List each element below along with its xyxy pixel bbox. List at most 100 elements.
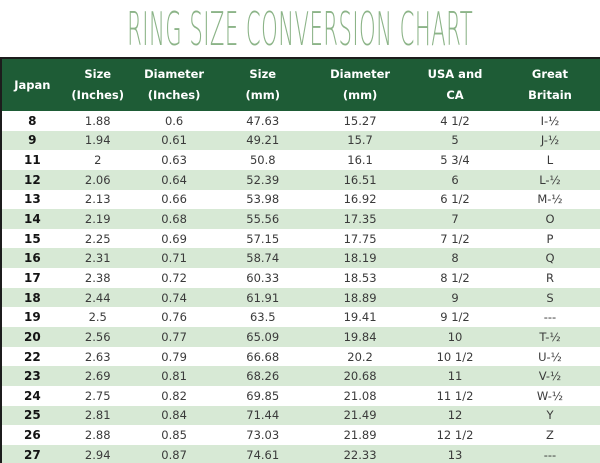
table-cell: 66.68 [246,349,280,364]
header-line-1: USA and [427,67,483,81]
table-cell: 0.63 [161,153,187,168]
table-cell: 6 1/2 [440,192,470,207]
table-cell: M-½ [537,192,563,207]
table-cell: P [546,231,554,246]
table-cell: 0.77 [161,329,187,344]
column-header-size-mm: Size (mm) [215,58,311,111]
table-row: 11 2 0.63 50.8 16.1 5 3/4 L [1,150,600,170]
table-cell: T-½ [539,329,561,344]
table-cell: 0.76 [161,310,187,325]
table-cell: 0.82 [161,388,187,403]
table-cell: 21.49 [343,408,377,423]
table-cell: 0.6 [164,113,184,128]
table-cell: L-½ [539,172,561,187]
header-line-1: Size [84,67,112,81]
table-cell: 10 [447,329,463,344]
table-row: 22 2.63 0.79 66.68 20.2 10 1/2 U-½ [1,346,600,367]
column-header-diameter-inches: Diameter (Inches) [132,58,216,111]
table-cell: 10 1/2 [436,349,474,364]
table-cell: 2.06 [84,172,111,187]
table-row: 19 2.5 0.76 63.5 19.41 9 1/2 --- [1,307,600,328]
table-cell: 11 [447,369,463,384]
table-row: 25 2.81 0.84 71.44 21.49 12 Y [1,405,600,426]
table-cell: 2.88 [84,428,111,443]
table-cell: 60.33 [246,270,280,285]
table-cell: 1.88 [84,113,111,128]
table-row: 14 2.19 0.68 55.56 17.35 7 O [1,209,600,229]
table-cell: W-½ [536,388,564,403]
table-cell: 0.84 [161,408,187,423]
table-cell: 16.92 [343,192,377,207]
cell-japan-size: 23 [23,369,41,384]
table-row: 18 2.44 0.74 61.91 18.89 9 S [1,287,600,308]
header-line-2: CA [446,88,464,102]
cell-japan-size: 26 [23,428,41,443]
header-line-1: Japan [14,77,51,92]
header-line-2: (mm) [245,88,280,102]
table-cell: 11 1/2 [436,388,474,403]
table-cell: 17.75 [343,231,377,246]
cell-japan-size: 14 [23,212,41,227]
table-cell: 0.74 [161,290,187,305]
table-cell: 2.69 [84,369,111,384]
table-cell: 20.2 [347,349,373,364]
table-row: 27 2.94 0.87 74.61 22.33 13 --- [1,444,600,463]
table-cell: 9 1/2 [440,310,470,325]
table-cell: 2 [94,153,102,168]
table-cell: 73.03 [246,428,280,443]
table-row: 15 2.25 0.69 57.15 17.75 7 1/2 P [1,228,600,249]
table-cell: 74.61 [246,447,280,462]
table-cell: 16.1 [347,153,373,168]
table-cell: 16.51 [343,172,377,187]
table-cell: 57.15 [246,231,280,246]
table-cell: 50.8 [249,153,276,168]
table-cell: O [545,212,555,227]
cell-japan-size: 11 [23,153,41,168]
table-cell: 0.64 [161,172,187,187]
table-cell: 19.41 [343,310,377,325]
table-cell: V-½ [538,369,562,384]
table-cell: J-½ [540,133,560,148]
table-cell: Y [546,408,554,423]
table-cell: U-½ [538,349,562,364]
table-cell: --- [543,447,557,462]
table-cell: 0.71 [161,251,187,266]
table-cell: 69.85 [246,388,280,403]
table-cell: 0.79 [161,349,187,364]
table-cell: 2.56 [84,329,111,344]
table-cell: 71.44 [246,408,280,423]
table-row: 17 2.38 0.72 60.33 18.53 8 1/2 R [1,268,600,288]
table-cell: 18.53 [343,270,377,285]
cell-japan-size: 17 [23,270,41,285]
table-cell: S [546,290,554,305]
table-cell: 2.5 [88,310,107,325]
table-cell: 12 [447,408,463,423]
table-cell: 0.72 [161,270,187,285]
table-row: 8 1.88 0.6 47.63 15.27 4 1/2 I-½ [1,111,600,131]
table-cell: 2.25 [84,231,111,246]
cell-japan-size: 20 [23,329,41,344]
table-cell: 21.08 [343,388,377,403]
table-row: 13 2.13 0.66 53.98 16.92 6 1/2 M-½ [1,189,600,210]
table-cell: 12 1/2 [436,428,474,443]
table-cell: I-½ [540,113,560,128]
table-cell: 8 [451,251,459,266]
table-cell: 2.75 [84,388,111,403]
column-header-great-britain: Great Britain [499,58,600,111]
table-header-row: Japan Size (Inches) Diameter (Inches) Size (mm… [1,58,600,111]
column-header-diameter-mm: Diameter (mm) [310,58,411,111]
header-line-2: Britain [528,88,572,102]
table-row: 9 1.94 0.61 49.21 15.7 5 J-½ [1,130,600,151]
table-cell: 68.26 [246,369,280,384]
cell-japan-size: 27 [23,447,41,462]
table-cell: 19.84 [343,329,377,344]
column-header-japan: Japan [1,58,63,111]
table-cell: 8 1/2 [440,270,470,285]
table-cell: 21.89 [343,428,377,443]
table-cell: Z [546,428,554,443]
table-cell: 55.56 [246,212,280,227]
cell-japan-size: 16 [23,251,41,266]
table-cell: 0.69 [161,231,187,246]
column-header-size-inches: Size (Inches) [62,58,133,111]
table-header: Japan Size (Inches) Diameter (Inches) Size (mm… [1,58,600,111]
